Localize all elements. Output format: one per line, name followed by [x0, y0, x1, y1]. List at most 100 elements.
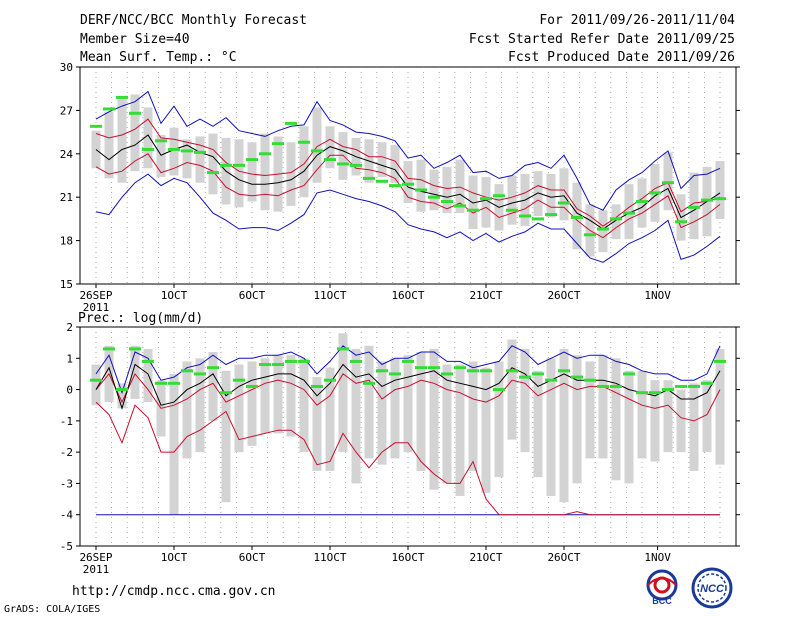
prec-spread-box — [663, 380, 673, 453]
temp-y-tick-label: 18 — [60, 235, 73, 248]
prec-spread-box — [468, 361, 478, 471]
temp-x-tick-label: 26SEP — [79, 289, 112, 302]
prec-spread-box — [481, 367, 491, 493]
prec-y-tick-label: -3 — [60, 477, 73, 490]
bcc-logo: BCC — [646, 569, 678, 606]
prec-y-tick-label: -5 — [60, 540, 73, 553]
prec-spread-box — [702, 380, 712, 453]
temp-spread-box — [325, 126, 335, 169]
source-url[interactable]: http://cmdp.ncc.cma.gov.cn — [72, 584, 276, 599]
prec-spread-box — [429, 348, 439, 490]
temp-spread-box — [156, 134, 166, 177]
temp-spread-box — [143, 107, 153, 169]
prec-x-tick-label: 26OCT — [547, 551, 580, 564]
prec-spread-box — [611, 358, 621, 481]
prec-spread-box — [143, 348, 153, 403]
prec-x-tick-label: 1NOV — [644, 551, 671, 564]
temp-spread-box — [390, 145, 400, 183]
prec-spread-box — [260, 358, 270, 434]
prec-spread-box — [442, 364, 452, 484]
temp-spread-box — [299, 126, 309, 198]
prec-spread-box — [507, 339, 517, 440]
temp-spread-box — [312, 107, 322, 183]
prec-spread-box — [351, 348, 361, 484]
forecast-period: For 2011/09/26-2011/11/04 — [539, 13, 735, 28]
prec-spread-box — [637, 370, 647, 459]
temp-y-tick-label: 21 — [60, 191, 73, 204]
temp-spread-box — [117, 98, 127, 183]
temp-spread-box — [195, 136, 205, 183]
temp-spread-box — [546, 174, 556, 218]
prec-spread-box — [416, 352, 426, 471]
prec-y-tick-label: 2 — [66, 321, 73, 334]
temp-spread-box — [533, 171, 543, 217]
temp-x-tick-label: 11OCT — [313, 289, 346, 302]
chart-title: DERF/NCC/BCC Monthly Forecast — [80, 13, 307, 28]
prec-spread-box — [520, 348, 530, 453]
prec-spread-box — [325, 367, 335, 471]
temp-y-tick-label: 27 — [60, 104, 73, 117]
prec-inner-lower-line — [95, 401, 720, 516]
prec-spread-box — [195, 358, 205, 453]
prec-x-tick-label: 1OCT — [161, 551, 188, 564]
prec-spread-box — [169, 373, 179, 515]
prec-spread-box — [130, 345, 140, 399]
temp-spread-box — [611, 204, 621, 240]
temp-spread-box — [507, 175, 517, 225]
prec-spread-box — [598, 355, 608, 459]
temp-spread-box — [715, 161, 725, 219]
prec-y-tick-label: -4 — [60, 509, 74, 522]
prec-ensemble-mean-line — [95, 363, 721, 410]
prec-spread-box — [234, 364, 244, 453]
prec-y-tick-label: 1 — [66, 352, 73, 365]
prec-x-tick-label: 6OCT — [239, 551, 266, 564]
temp-x-tick-label: 21OCT — [469, 289, 502, 302]
temp-x-tick-label: 26OCT — [547, 289, 580, 302]
temp-outer-lower-line — [95, 173, 721, 263]
prec-x-tick-label: 16OCT — [391, 551, 424, 564]
prec-y-tick-label: -1 — [60, 415, 73, 428]
temp-spread-box — [559, 168, 569, 221]
member-size: Member Size=40 — [80, 32, 190, 47]
prec-spread-box — [650, 380, 660, 462]
precipitation-panel: -5 -4 -3 -2 -1 0 1 2 26SEP 1OCT 6OCT 11OCT 16OCT 21OC… — [60, 321, 740, 576]
temp-spread-box — [598, 210, 608, 253]
temp-x-tick-label: 6OCT — [239, 289, 266, 302]
precip-panel-title: Prec.: log(mm/d) — [78, 311, 204, 326]
prec-y-tick-label: 0 — [66, 384, 73, 397]
temp-spread-box — [260, 133, 270, 211]
prec-spread-box — [377, 361, 387, 465]
prec-y-tick-label: -2 — [60, 446, 73, 459]
temp-spread-box — [208, 133, 218, 195]
temp-spread-box — [130, 94, 140, 172]
temp-spread-box — [104, 111, 114, 179]
temperature-panel: 15 18 21 24 27 30 26SEP 1OCT 6OCT 11OCT 16OCT 21OCT… — [60, 61, 740, 314]
prec-spread-box — [182, 361, 192, 459]
temp-x-tick-label: 1NOV — [644, 289, 671, 302]
prec-spread-box — [299, 358, 309, 453]
grads-credit: GrADS: COLA/IGES — [4, 604, 101, 615]
temp-spread-box — [247, 142, 257, 202]
prec-spread-box — [676, 389, 686, 453]
prec-spread-box — [247, 361, 257, 446]
temp-spread-box — [455, 159, 465, 214]
prec-spread-box — [273, 355, 283, 434]
prec-spread-box — [533, 370, 543, 478]
prec-spread-box — [585, 361, 595, 459]
temp-spread-box — [442, 166, 452, 214]
temp-spread-box — [468, 175, 478, 230]
temp-spread-box — [416, 159, 426, 212]
temp-inner-lower-line — [95, 153, 721, 239]
prec-spread-box — [286, 355, 296, 437]
temp-spread-box — [91, 130, 101, 169]
prec-spread-box — [390, 358, 400, 459]
prec-spread-box — [208, 352, 218, 421]
prec-spread-box — [624, 370, 634, 484]
prec-year-label: 2011 — [83, 563, 110, 576]
prec-outer-upper-line — [95, 345, 721, 395]
temp-spread-box — [338, 132, 348, 180]
temp-y-tick-label: 15 — [60, 278, 73, 291]
temp-x-tick-label: 1OCT — [161, 289, 188, 302]
prec-spread-box — [455, 364, 465, 496]
